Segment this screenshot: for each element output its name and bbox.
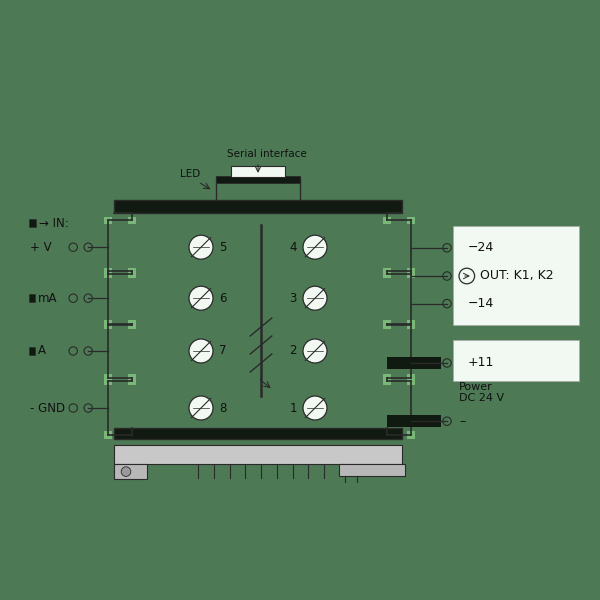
Bar bbox=[114, 428, 402, 439]
Bar bbox=[383, 377, 391, 385]
Circle shape bbox=[121, 467, 131, 476]
Circle shape bbox=[189, 286, 213, 310]
Bar bbox=[231, 166, 285, 177]
Bar bbox=[104, 217, 112, 224]
Bar bbox=[104, 271, 112, 278]
Bar bbox=[383, 320, 391, 328]
Bar bbox=[104, 320, 112, 328]
Circle shape bbox=[303, 396, 327, 420]
Bar bbox=[383, 217, 391, 224]
Bar bbox=[104, 322, 112, 329]
Bar bbox=[339, 464, 405, 476]
Bar bbox=[128, 271, 136, 278]
Text: DC 24 V: DC 24 V bbox=[459, 394, 504, 403]
Text: 5: 5 bbox=[219, 241, 226, 254]
Text: 8: 8 bbox=[219, 401, 226, 415]
Bar bbox=[128, 431, 136, 439]
Text: Serial interface: Serial interface bbox=[227, 149, 307, 159]
FancyBboxPatch shape bbox=[453, 340, 579, 381]
Bar bbox=[104, 377, 112, 385]
Bar bbox=[407, 322, 415, 329]
Text: + V: + V bbox=[30, 241, 52, 254]
Bar bbox=[387, 357, 441, 369]
Text: –: – bbox=[459, 415, 465, 428]
Bar bbox=[383, 271, 391, 278]
Bar bbox=[407, 431, 415, 439]
Text: +11: +11 bbox=[468, 356, 494, 370]
Text: 4: 4 bbox=[290, 241, 297, 254]
Circle shape bbox=[189, 396, 213, 420]
Text: 1: 1 bbox=[290, 401, 297, 415]
Bar bbox=[407, 377, 415, 385]
Bar bbox=[407, 268, 415, 275]
Bar bbox=[383, 374, 391, 382]
Bar bbox=[383, 431, 391, 439]
Bar bbox=[104, 431, 112, 439]
Bar bbox=[407, 271, 415, 278]
Bar bbox=[128, 374, 136, 382]
FancyBboxPatch shape bbox=[453, 226, 579, 325]
Text: A: A bbox=[38, 344, 46, 358]
Text: OUT: K1, K2: OUT: K1, K2 bbox=[480, 269, 554, 283]
Bar bbox=[128, 320, 136, 328]
Bar bbox=[383, 268, 391, 275]
Bar bbox=[29, 347, 35, 355]
Text: Power: Power bbox=[459, 382, 493, 392]
Bar bbox=[128, 268, 136, 275]
Bar bbox=[114, 445, 402, 464]
Text: 7: 7 bbox=[219, 344, 227, 358]
Bar bbox=[104, 268, 112, 275]
Text: mA: mA bbox=[38, 292, 58, 305]
Bar bbox=[407, 374, 415, 382]
Bar bbox=[128, 217, 136, 224]
Circle shape bbox=[303, 235, 327, 259]
Circle shape bbox=[303, 286, 327, 310]
Bar bbox=[128, 322, 136, 329]
Text: - GND: - GND bbox=[30, 401, 65, 415]
Text: → IN:: → IN: bbox=[39, 217, 69, 230]
Circle shape bbox=[189, 235, 213, 259]
Bar bbox=[104, 374, 112, 382]
Text: 3: 3 bbox=[290, 292, 297, 305]
Bar bbox=[29, 219, 36, 227]
Circle shape bbox=[303, 339, 327, 363]
Bar bbox=[29, 294, 35, 302]
Bar bbox=[407, 217, 415, 224]
Text: −24: −24 bbox=[468, 241, 494, 254]
Text: 6: 6 bbox=[219, 292, 227, 305]
Circle shape bbox=[189, 339, 213, 363]
Bar bbox=[387, 415, 441, 427]
Bar bbox=[216, 176, 300, 183]
Text: 2: 2 bbox=[290, 344, 297, 358]
Text: LED: LED bbox=[180, 169, 200, 179]
Bar bbox=[407, 320, 415, 328]
Bar bbox=[383, 322, 391, 329]
Text: −14: −14 bbox=[468, 297, 494, 310]
Bar bbox=[114, 464, 147, 479]
Bar bbox=[114, 200, 402, 213]
Bar bbox=[128, 377, 136, 385]
